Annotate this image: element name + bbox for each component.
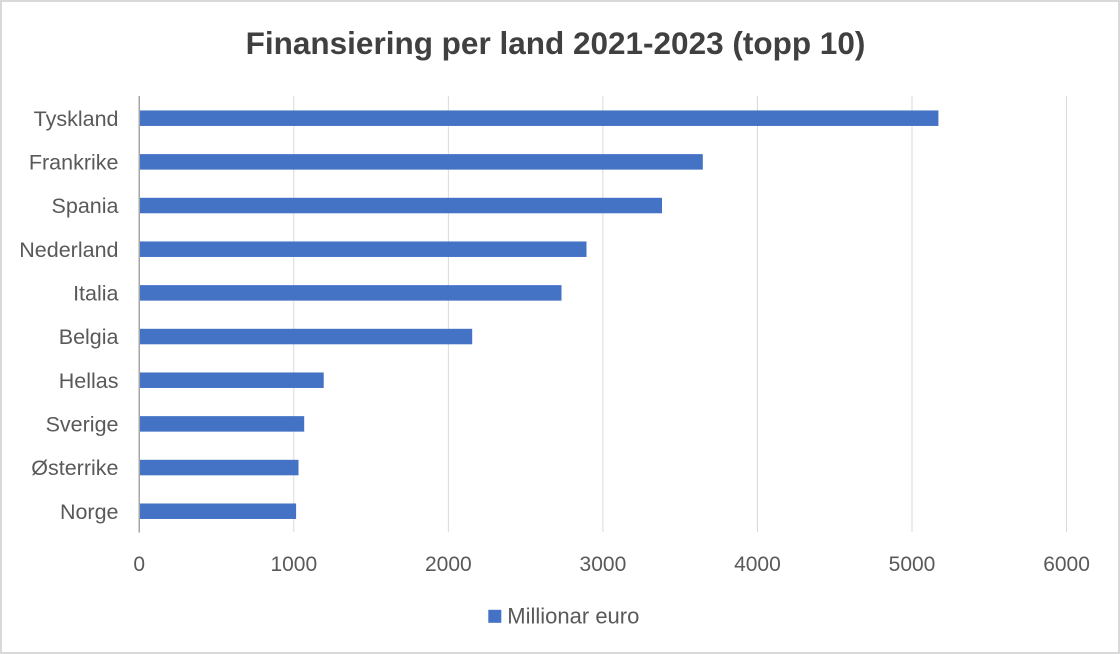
svg-text:0: 0 [133, 553, 145, 576]
svg-text:4000: 4000 [734, 553, 781, 576]
svg-text:Hellas: Hellas [59, 369, 119, 393]
svg-text:2000: 2000 [425, 553, 472, 576]
svg-text:Østerrike: Østerrike [31, 456, 118, 480]
svg-text:Spania: Spania [52, 194, 119, 218]
svg-text:Sverige: Sverige [46, 413, 119, 437]
svg-text:Italia: Italia [73, 282, 118, 306]
svg-text:5000: 5000 [889, 553, 936, 576]
svg-text:Norge: Norge [60, 500, 119, 524]
svg-text:Millionar euro: Millionar euro [507, 604, 639, 629]
svg-text:Frankrike: Frankrike [29, 151, 119, 175]
svg-text:Tyskland: Tyskland [34, 107, 119, 131]
svg-text:Belgia: Belgia [59, 325, 119, 349]
svg-text:6000: 6000 [1043, 553, 1090, 576]
svg-text:3000: 3000 [580, 553, 627, 576]
svg-text:1000: 1000 [270, 553, 317, 576]
svg-text:Finansiering per land 2021-202: Finansiering per land 2021-2023 (topp 10… [246, 25, 866, 61]
svg-text:Nederland: Nederland [19, 238, 118, 262]
